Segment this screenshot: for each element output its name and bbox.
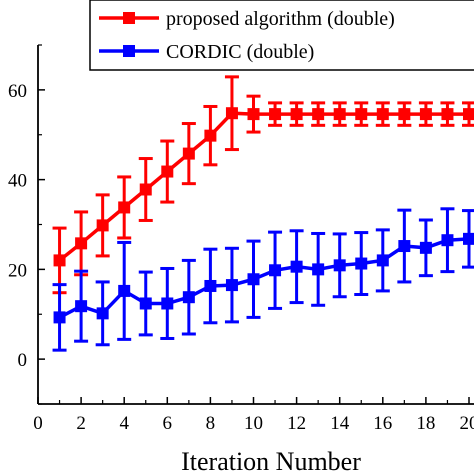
legend: proposed algorithm (double) CORDIC (doubl… — [89, 0, 474, 71]
data-point — [312, 263, 325, 276]
x-tick-label: 0 — [33, 413, 43, 434]
data-point — [419, 241, 432, 254]
x-tick-label: 4 — [119, 413, 129, 434]
data-point — [355, 257, 368, 270]
data-point — [419, 108, 432, 121]
legend-swatch-marker — [123, 45, 135, 57]
data-point — [75, 300, 88, 313]
x-tick-label: 20 — [460, 413, 474, 434]
data-point — [118, 284, 131, 297]
legend-label: proposed algorithm (double) — [166, 8, 395, 30]
legend-swatch-marker — [123, 12, 135, 24]
data-point — [204, 129, 217, 142]
legend-label: CORDIC (double) — [166, 41, 314, 63]
data-point — [118, 201, 131, 214]
data-point — [463, 232, 474, 245]
data-point — [441, 108, 454, 121]
x-tick-label: 8 — [206, 413, 216, 434]
x-tick-label: 2 — [76, 413, 86, 434]
data-point — [355, 108, 368, 121]
legend-box — [89, 0, 474, 71]
y-tick-label: 20 — [8, 260, 27, 281]
axes: 0 2 4 6 8 10 12 14 16 18 20 0 20 40 60 Iteration Number — [8, 44, 474, 474]
plot-marks — [52, 75, 474, 352]
data-point — [161, 297, 174, 310]
data-point — [161, 165, 174, 178]
x-tick-label: 16 — [373, 413, 392, 434]
x-tick-label: 12 — [287, 413, 306, 434]
data-point — [333, 108, 346, 121]
data-point — [53, 311, 66, 324]
data-point — [225, 107, 238, 120]
data-point — [312, 108, 325, 121]
data-point — [290, 108, 303, 121]
data-point — [225, 279, 238, 292]
data-point — [96, 219, 109, 232]
data-point — [247, 273, 260, 286]
data-point — [247, 108, 260, 121]
data-point — [463, 108, 474, 121]
data-point — [376, 254, 389, 267]
data-point — [53, 254, 66, 267]
data-point — [182, 291, 195, 304]
data-point — [398, 240, 411, 253]
y-tick-label: 40 — [8, 171, 27, 192]
x-tick-label: 18 — [416, 413, 435, 434]
y-tick-label: 60 — [8, 81, 27, 102]
x-tick-label: 10 — [244, 413, 263, 434]
data-point — [269, 264, 282, 277]
data-point — [75, 237, 88, 250]
data-point — [290, 260, 303, 273]
x-tick-label: 14 — [330, 413, 350, 434]
data-point — [441, 234, 454, 247]
data-point — [139, 183, 152, 196]
data-point — [333, 259, 346, 272]
x-tick-label: 6 — [163, 413, 173, 434]
y-tick-label: 0 — [18, 350, 28, 371]
series-0 — [52, 75, 474, 295]
data-point — [204, 279, 217, 292]
x-axis-title: Iteration Number — [181, 447, 361, 474]
data-point — [376, 108, 389, 121]
data-point — [182, 147, 195, 160]
data-point — [398, 108, 411, 121]
data-point — [139, 297, 152, 310]
data-point — [269, 108, 282, 121]
series-1 — [52, 207, 474, 352]
data-point — [96, 307, 109, 320]
